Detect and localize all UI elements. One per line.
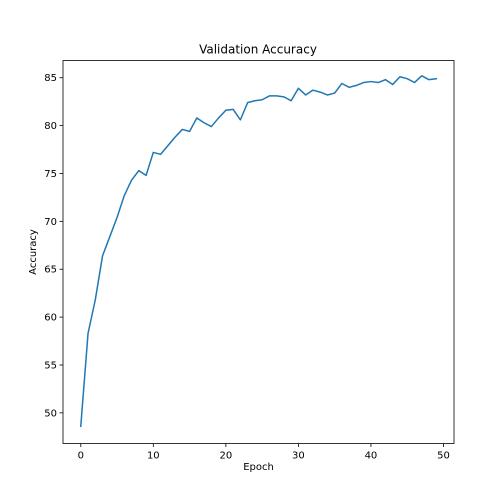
x-tick-label: 20 — [219, 451, 232, 462]
x-tick-label: 0 — [78, 451, 84, 462]
x-axis: 0 10 20 30 40 50 — [78, 443, 450, 462]
x-tick-label: 40 — [365, 451, 378, 462]
x-tick-label: 50 — [437, 451, 450, 462]
y-tick-label: 60 — [44, 313, 57, 324]
plot-area — [79, 75, 438, 428]
y-axis-label: Accuracy — [28, 229, 39, 275]
y-tick-label: 50 — [44, 408, 57, 419]
y-tick-label: 80 — [44, 121, 57, 132]
y-tick-label: 85 — [44, 73, 57, 84]
plot-frame — [62, 60, 455, 444]
x-axis-label: Epoch — [243, 462, 274, 473]
chart-title: Validation Accuracy — [199, 43, 317, 57]
y-tick-label: 65 — [44, 265, 57, 276]
x-tick-label: 10 — [147, 451, 160, 462]
x-tick-label: 30 — [292, 451, 305, 462]
y-tick-label: 55 — [44, 360, 57, 371]
y-tick-label: 75 — [44, 169, 57, 180]
y-axis: 50 55 60 65 70 75 80 85 — [44, 73, 63, 419]
series-line-0 — [79, 75, 438, 428]
y-tick-label: 70 — [44, 217, 57, 228]
